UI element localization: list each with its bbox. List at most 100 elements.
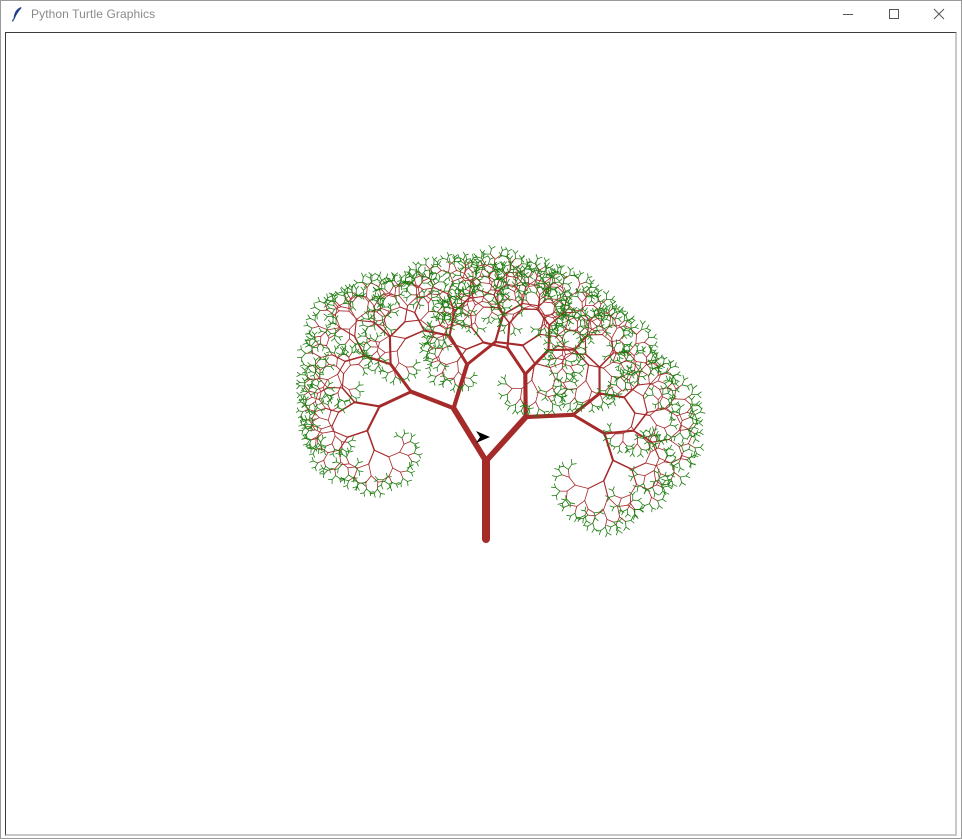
leaf-stroke xyxy=(379,303,384,307)
branch-stroke xyxy=(368,319,375,325)
leaf-stroke xyxy=(601,314,606,318)
leaf-stroke xyxy=(512,409,516,415)
branch-stroke xyxy=(405,366,410,374)
leaf-stroke xyxy=(653,492,656,498)
branch-stroke xyxy=(616,384,623,391)
leaf-stroke xyxy=(338,336,342,341)
leaf-stroke xyxy=(614,305,618,310)
leaf-stroke xyxy=(329,399,333,404)
leaf-stroke xyxy=(521,307,525,314)
maximize-button[interactable] xyxy=(871,1,917,27)
branch-stroke xyxy=(474,314,477,324)
branch-stroke xyxy=(551,302,557,308)
leaf-stroke xyxy=(493,267,499,271)
leaf-stroke xyxy=(554,358,557,365)
leaf-stroke xyxy=(422,350,429,352)
leaf-stroke xyxy=(335,315,339,320)
branch-stroke xyxy=(636,443,642,450)
leaf-stroke xyxy=(623,526,627,531)
leaf-stroke xyxy=(334,345,337,350)
leaf-stroke xyxy=(492,263,497,268)
leaf-stroke xyxy=(432,277,437,280)
close-button[interactable] xyxy=(916,1,962,27)
leaf-stroke xyxy=(495,292,499,296)
leaf-stroke xyxy=(691,395,695,401)
leaf-stroke xyxy=(313,389,318,394)
leaf-stroke xyxy=(442,298,446,303)
leaf-stroke xyxy=(452,256,456,261)
leaf-stroke xyxy=(558,317,563,321)
leaf-stroke xyxy=(381,281,386,286)
leaf-stroke xyxy=(667,398,671,405)
branch-stroke xyxy=(521,333,541,347)
leaf-stroke xyxy=(676,389,680,393)
leaf-stroke xyxy=(574,275,578,279)
minimize-button[interactable] xyxy=(825,1,871,27)
leaf-stroke xyxy=(483,293,489,297)
leaf-stroke xyxy=(529,276,534,280)
branch-stroke xyxy=(634,361,637,371)
branch-stroke xyxy=(363,340,372,345)
leaf-stroke xyxy=(571,348,576,354)
branch-stroke xyxy=(521,286,527,304)
leaf-stroke xyxy=(487,258,491,265)
leaf-stroke xyxy=(362,357,369,360)
leaf-stroke xyxy=(632,514,636,520)
leaf-stroke xyxy=(318,327,322,332)
leaf-stroke xyxy=(399,276,402,281)
leaf-stroke xyxy=(443,318,450,321)
leaf-stroke xyxy=(323,469,329,475)
leaf-stroke xyxy=(609,345,615,349)
leaf-stroke xyxy=(317,296,321,302)
leaf-stroke xyxy=(363,286,367,291)
leaf-stroke xyxy=(342,408,346,414)
leaf-stroke xyxy=(407,480,409,487)
branch-stroke xyxy=(561,354,567,361)
leaf-stroke xyxy=(671,418,676,421)
leaf-stroke xyxy=(559,267,562,274)
leaf-stroke xyxy=(577,317,582,322)
leaf-stroke xyxy=(301,430,304,435)
branch-stroke xyxy=(525,282,535,286)
leaf-stroke xyxy=(304,433,307,439)
leaf-stroke xyxy=(314,403,319,408)
branch-stroke xyxy=(373,323,384,326)
leaf-stroke xyxy=(610,322,614,328)
leaf-stroke xyxy=(347,439,353,443)
leaf-stroke xyxy=(577,308,582,312)
leaf-stroke xyxy=(521,400,525,406)
leaf-stroke xyxy=(507,248,513,252)
leaf-stroke xyxy=(306,426,312,430)
leaf-stroke xyxy=(640,448,642,455)
leaf-stroke xyxy=(572,295,579,298)
leaf-stroke xyxy=(640,435,645,438)
leaf-stroke xyxy=(458,386,460,392)
leaf-stroke xyxy=(406,470,412,474)
leaf-stroke xyxy=(320,437,324,443)
leaf-stroke xyxy=(627,331,631,336)
leaf-stroke xyxy=(505,247,509,252)
leaf-stroke xyxy=(639,505,643,510)
leaf-stroke xyxy=(304,423,306,429)
leaf-stroke xyxy=(571,388,576,391)
leaf-stroke xyxy=(430,342,436,345)
leaf-stroke xyxy=(296,401,302,404)
leaf-stroke xyxy=(549,273,555,278)
leaf-stroke xyxy=(563,327,566,334)
leaf-stroke xyxy=(688,426,695,430)
title-bar[interactable]: Python Turtle Graphics xyxy=(1,1,961,27)
leaf-stroke xyxy=(323,296,328,301)
leaf-stroke xyxy=(550,281,554,286)
leaf-stroke xyxy=(583,286,588,289)
leaf-stroke xyxy=(446,300,452,303)
leaf-stroke xyxy=(311,341,316,347)
leaf-stroke xyxy=(625,311,629,316)
branch-stroke xyxy=(636,382,652,386)
leaf-stroke xyxy=(472,281,475,288)
leaf-stroke xyxy=(611,295,615,300)
leaf-stroke xyxy=(437,314,441,320)
leaf-stroke xyxy=(332,453,335,458)
leaf-stroke xyxy=(600,307,605,312)
leaf-stroke xyxy=(371,297,376,301)
leaf-stroke xyxy=(572,330,577,333)
